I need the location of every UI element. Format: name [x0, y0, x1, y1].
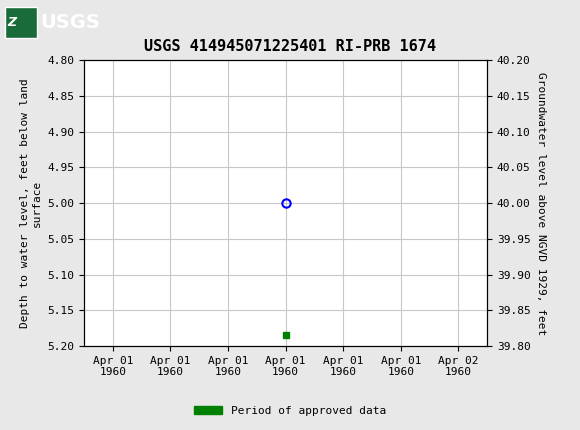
Text: Z: Z — [7, 16, 16, 29]
Legend: Period of approved data: Period of approved data — [190, 401, 390, 420]
Y-axis label: Depth to water level, feet below land
surface: Depth to water level, feet below land su… — [20, 78, 42, 328]
Bar — [5, 7, 37, 38]
Y-axis label: Groundwater level above NGVD 1929, feet: Groundwater level above NGVD 1929, feet — [536, 71, 546, 335]
Text: USGS 414945071225401 RI-PRB 1674: USGS 414945071225401 RI-PRB 1674 — [144, 39, 436, 54]
Text: USGS: USGS — [41, 13, 100, 32]
